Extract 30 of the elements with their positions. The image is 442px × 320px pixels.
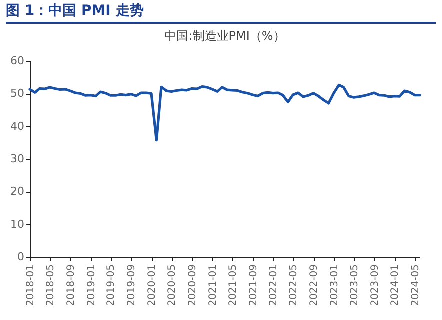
chart-title: 图 1：中国 PMI 走势: [6, 0, 436, 24]
x-tick-label: 2023-09: [370, 264, 381, 306]
x-tick-label: 2021-01: [208, 264, 219, 306]
x-tick-label: 2022-01: [268, 264, 280, 306]
x-tick-label: 2018-05: [45, 264, 56, 306]
x-tick-label: 2024-05: [410, 264, 422, 306]
x-tick-label: 2022-05: [288, 264, 300, 306]
y-tick-label: 60: [10, 54, 24, 68]
x-tick-label: 2019-05: [106, 264, 118, 306]
chart-subtitle: 中国:制造业PMI（%）: [164, 29, 286, 43]
x-tick-label: 2019-01: [86, 264, 98, 306]
x-tick-label: 2020-01: [147, 264, 158, 306]
y-tick-label: 0: [18, 250, 24, 264]
x-tick-label: 2018-09: [66, 264, 77, 306]
x-tick-label: 2020-05: [167, 264, 178, 306]
y-tick-label: 50: [10, 87, 24, 100]
y-tick-label: 10: [10, 218, 24, 231]
x-tick-label: 2022-09: [309, 264, 320, 306]
x-tick-label: 2021-09: [248, 264, 260, 306]
y-tick-label: 40: [10, 120, 24, 133]
x-tick-label: 2019-09: [126, 264, 138, 306]
x-tick-label: 2021-05: [228, 264, 239, 306]
y-tick-label: 30: [10, 152, 24, 166]
x-tick-label: 2018-01: [26, 264, 36, 306]
y-tick-label: 20: [10, 185, 24, 198]
line-series: [28, 84, 422, 142]
x-tick-label: 2024-01: [390, 264, 402, 306]
x-tick-label: 2020-09: [188, 264, 199, 306]
x-tick-label: 2023-01: [329, 264, 340, 306]
x-tick-label: 2023-05: [349, 264, 360, 306]
